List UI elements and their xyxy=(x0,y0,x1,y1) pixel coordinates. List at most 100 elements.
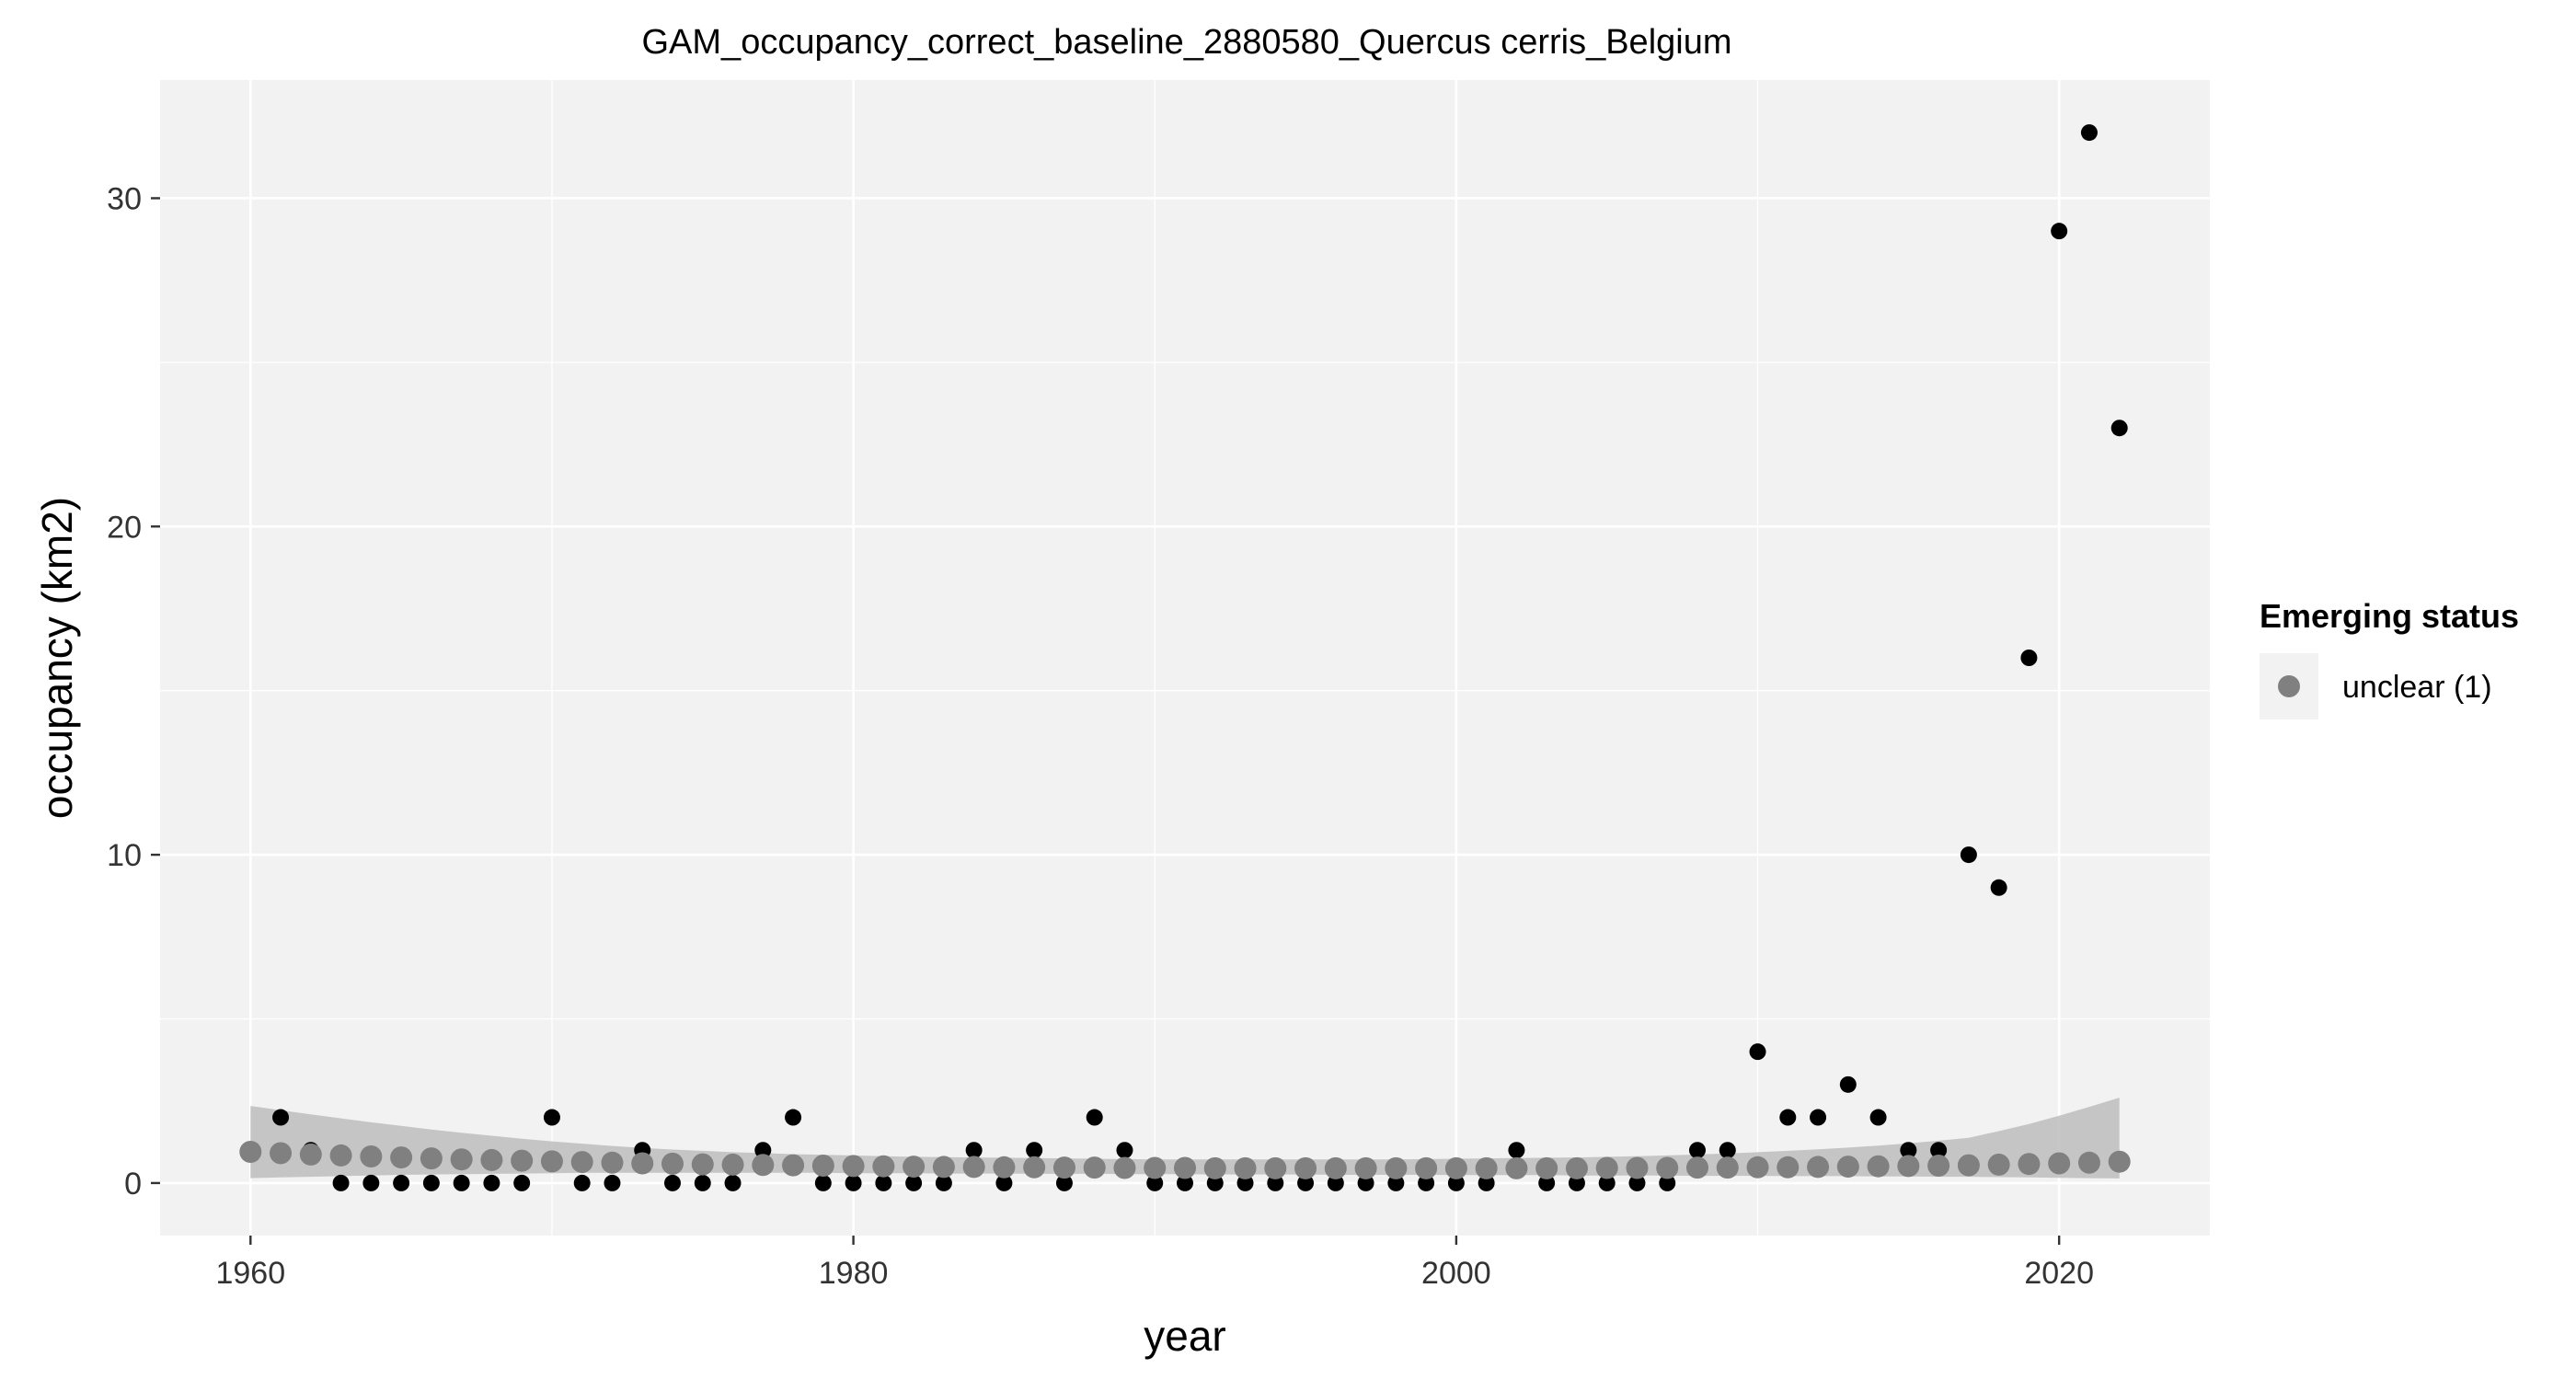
observed-point xyxy=(664,1174,681,1191)
observed-point xyxy=(1177,1174,1193,1191)
observed-point xyxy=(814,1174,832,1191)
fitted-point xyxy=(1203,1156,1226,1179)
observed-point xyxy=(1387,1174,1405,1191)
fitted-point xyxy=(1113,1156,1136,1179)
fitted-point xyxy=(1777,1156,1800,1179)
observed-point xyxy=(1418,1174,1435,1191)
observed-point xyxy=(1297,1174,1315,1191)
fitted-point xyxy=(1174,1156,1196,1179)
x-axis-title: year xyxy=(1144,1312,1225,1360)
observed-point xyxy=(393,1174,410,1191)
grid-lines xyxy=(160,80,2210,1236)
fitted-point xyxy=(1385,1156,1408,1179)
observed-point xyxy=(1478,1174,1495,1191)
fitted-point xyxy=(752,1154,775,1177)
observed-point xyxy=(1026,1142,1043,1159)
fitted-point xyxy=(1746,1156,1769,1179)
fitted-point xyxy=(239,1141,262,1164)
fitted-point xyxy=(540,1150,563,1173)
fitted-point xyxy=(721,1153,744,1176)
observed-point xyxy=(724,1174,742,1191)
plot-panel xyxy=(160,80,2210,1236)
fitted-point xyxy=(1294,1156,1317,1179)
fitted-point xyxy=(993,1156,1016,1179)
fitted-point xyxy=(329,1144,352,1167)
fitted-point xyxy=(570,1151,593,1174)
observed-point xyxy=(1749,1043,1766,1061)
fitted-point xyxy=(1595,1156,1618,1179)
observed-point xyxy=(995,1174,1013,1191)
fitted-point xyxy=(1324,1156,1347,1179)
observed-point xyxy=(1598,1174,1616,1191)
legend: Emerging status unclear (1) xyxy=(2260,597,2519,719)
observed-point xyxy=(1869,1109,1887,1126)
observed-point xyxy=(1779,1109,1797,1126)
observed-point xyxy=(905,1174,923,1191)
observed-point xyxy=(965,1142,983,1159)
fitted-point xyxy=(782,1154,805,1177)
observed-point xyxy=(1538,1174,1556,1191)
observed-point xyxy=(272,1109,290,1126)
y-tick-label: 10 xyxy=(107,838,142,873)
fitted-point xyxy=(1023,1156,1046,1179)
fitted-point xyxy=(1535,1156,1558,1179)
legend-title: Emerging status xyxy=(2260,597,2519,635)
x-tick-label: 1960 xyxy=(215,1256,285,1291)
observed-point xyxy=(2110,420,2128,437)
observed-point xyxy=(1236,1174,1254,1191)
observed-point xyxy=(1206,1174,1224,1191)
fitted-point xyxy=(390,1146,413,1169)
fitted-point xyxy=(962,1156,985,1179)
y-tick-label: 20 xyxy=(107,510,142,545)
fitted-point xyxy=(1807,1156,1830,1179)
observed-point xyxy=(1357,1174,1374,1191)
y-tick-label: 30 xyxy=(107,181,142,216)
fitted-point xyxy=(1927,1154,1950,1177)
observed-point xyxy=(1810,1109,1827,1126)
fitted-point xyxy=(601,1151,624,1174)
fitted-point xyxy=(811,1154,834,1177)
fitted-point xyxy=(903,1156,926,1179)
fitted-point xyxy=(1234,1156,1257,1179)
observed-point xyxy=(1055,1174,1073,1191)
observed-point xyxy=(1568,1174,1585,1191)
legend-label-unclear: unclear (1) xyxy=(2342,670,2492,705)
observed-point xyxy=(604,1174,621,1191)
fitted-point xyxy=(511,1149,534,1172)
y-tick-label: 0 xyxy=(124,1167,142,1202)
observed-point xyxy=(1447,1174,1465,1191)
observed-point xyxy=(453,1174,470,1191)
fitted-point xyxy=(1897,1155,1920,1178)
observed-point xyxy=(1146,1174,1164,1191)
fitted-point xyxy=(1686,1156,1708,1179)
fitted-point xyxy=(1505,1156,1528,1179)
observed-point xyxy=(543,1109,560,1126)
observed-point xyxy=(1719,1142,1736,1159)
observed-point xyxy=(483,1174,500,1191)
observed-point xyxy=(1508,1142,1525,1159)
fitted-point xyxy=(661,1152,684,1175)
fitted-point xyxy=(450,1148,473,1171)
fitted-point xyxy=(1836,1156,1859,1179)
fitted-point xyxy=(1867,1155,1890,1178)
fitted-point xyxy=(1565,1156,1588,1179)
observed-point xyxy=(785,1109,802,1126)
observed-point xyxy=(1900,1142,1917,1159)
observed-point xyxy=(1990,879,2007,896)
fitted-point xyxy=(270,1142,293,1165)
fitted-point xyxy=(420,1147,443,1170)
fitted-point xyxy=(1957,1154,1980,1177)
observed-point xyxy=(332,1174,350,1191)
fitted-point xyxy=(1083,1156,1106,1179)
fitted-point xyxy=(1144,1156,1167,1179)
legend-key-marker xyxy=(2278,675,2300,697)
observed-point xyxy=(845,1174,862,1191)
axes: 1960 1980 2000 2020 0 10 20 30 xyxy=(107,181,2094,1291)
observed-point xyxy=(1116,1142,1133,1159)
observed-point xyxy=(1689,1142,1706,1159)
fitted-point xyxy=(2108,1150,2131,1173)
fitted-point xyxy=(1264,1156,1287,1179)
fitted-point xyxy=(932,1156,955,1179)
fitted-point xyxy=(360,1145,383,1168)
